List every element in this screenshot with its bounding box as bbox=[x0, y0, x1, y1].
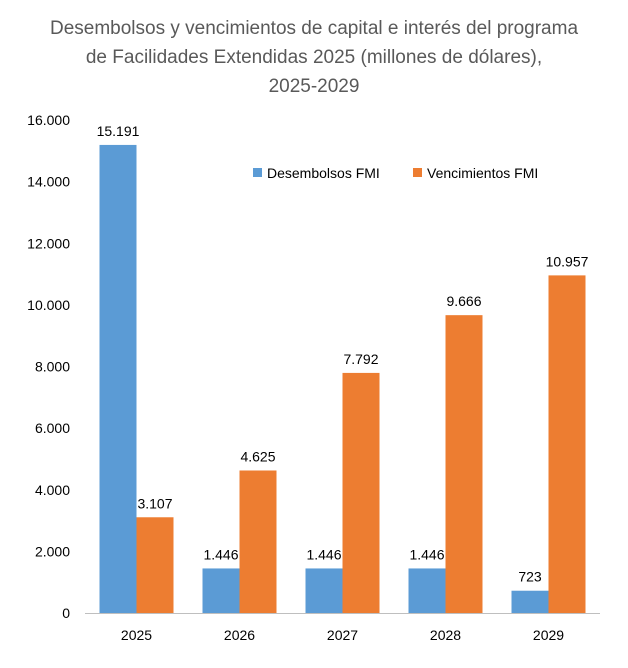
chart-title-line-2: de Facilidades Extendidas 2025 (millones… bbox=[85, 47, 543, 68]
y-tick-label: 12.000 bbox=[27, 235, 70, 251]
bar-vencimientos-fmi bbox=[239, 470, 277, 613]
legend: Desembolsos FMI Vencimientos FMI bbox=[253, 165, 538, 181]
bar-vencimientos-fmi bbox=[548, 275, 586, 613]
y-tick-label: 10.000 bbox=[27, 297, 70, 313]
data-label: 4.625 bbox=[240, 448, 275, 464]
y-tick-label: 0 bbox=[62, 605, 70, 621]
data-label: 10.957 bbox=[546, 253, 589, 269]
chart-title: Desembolsos y vencimientos de capital e … bbox=[0, 14, 628, 101]
y-tick-label: 4.000 bbox=[35, 482, 70, 498]
legend-swatch bbox=[253, 168, 262, 177]
legend-swatch bbox=[413, 168, 422, 177]
chart-title-line-3: 2025-2029 bbox=[268, 76, 360, 97]
bar-vencimientos-fmi bbox=[342, 372, 380, 613]
bar-desembolsos-fmi bbox=[305, 568, 343, 613]
y-axis: 0 2.000 4.000 6.000 8.000 10.000 12.000 14.000 1… bbox=[27, 112, 70, 621]
y-tick-label: 2.000 bbox=[35, 543, 70, 559]
chart-title-line-1: Desembolsos y vencimientos de capital e … bbox=[49, 18, 579, 39]
x-axis: 2025 2026 2027 2028 2029 bbox=[85, 613, 600, 643]
legend-label: Desembolsos FMI bbox=[267, 165, 380, 181]
data-label: 15.191 bbox=[97, 123, 140, 139]
x-tick-label: 2025 bbox=[121, 627, 152, 643]
x-tick-label: 2029 bbox=[533, 627, 564, 643]
bar-vencimientos-fmi bbox=[445, 315, 483, 613]
legend-label: Vencimientos FMI bbox=[427, 165, 538, 181]
data-label: 1.446 bbox=[306, 546, 341, 562]
data-label: 9.666 bbox=[446, 293, 481, 309]
x-tick-label: 2028 bbox=[430, 627, 461, 643]
data-label: 3.107 bbox=[137, 495, 172, 511]
data-label: 723 bbox=[518, 569, 542, 585]
data-label: 1.446 bbox=[203, 546, 238, 562]
bar-desembolsos-fmi bbox=[408, 568, 446, 613]
bar-desembolsos-fmi bbox=[202, 568, 240, 613]
bar-vencimientos-fmi bbox=[136, 517, 174, 613]
x-tick-label: 2026 bbox=[224, 627, 255, 643]
data-labels: 15.191 1.446 1.446 1.446 723 3.107 4.625 7.792 9… bbox=[97, 123, 589, 585]
y-tick-label: 16.000 bbox=[27, 112, 70, 128]
bar-desembolsos-fmi bbox=[99, 144, 137, 613]
data-label: 1.446 bbox=[409, 546, 444, 562]
data-label: 7.792 bbox=[343, 351, 378, 367]
bars bbox=[99, 144, 586, 613]
y-tick-label: 8.000 bbox=[35, 359, 70, 375]
x-tick-label: 2027 bbox=[327, 627, 358, 643]
y-tick-label: 14.000 bbox=[27, 174, 70, 190]
y-tick-label: 6.000 bbox=[35, 420, 70, 436]
bar-desembolsos-fmi bbox=[511, 590, 549, 613]
